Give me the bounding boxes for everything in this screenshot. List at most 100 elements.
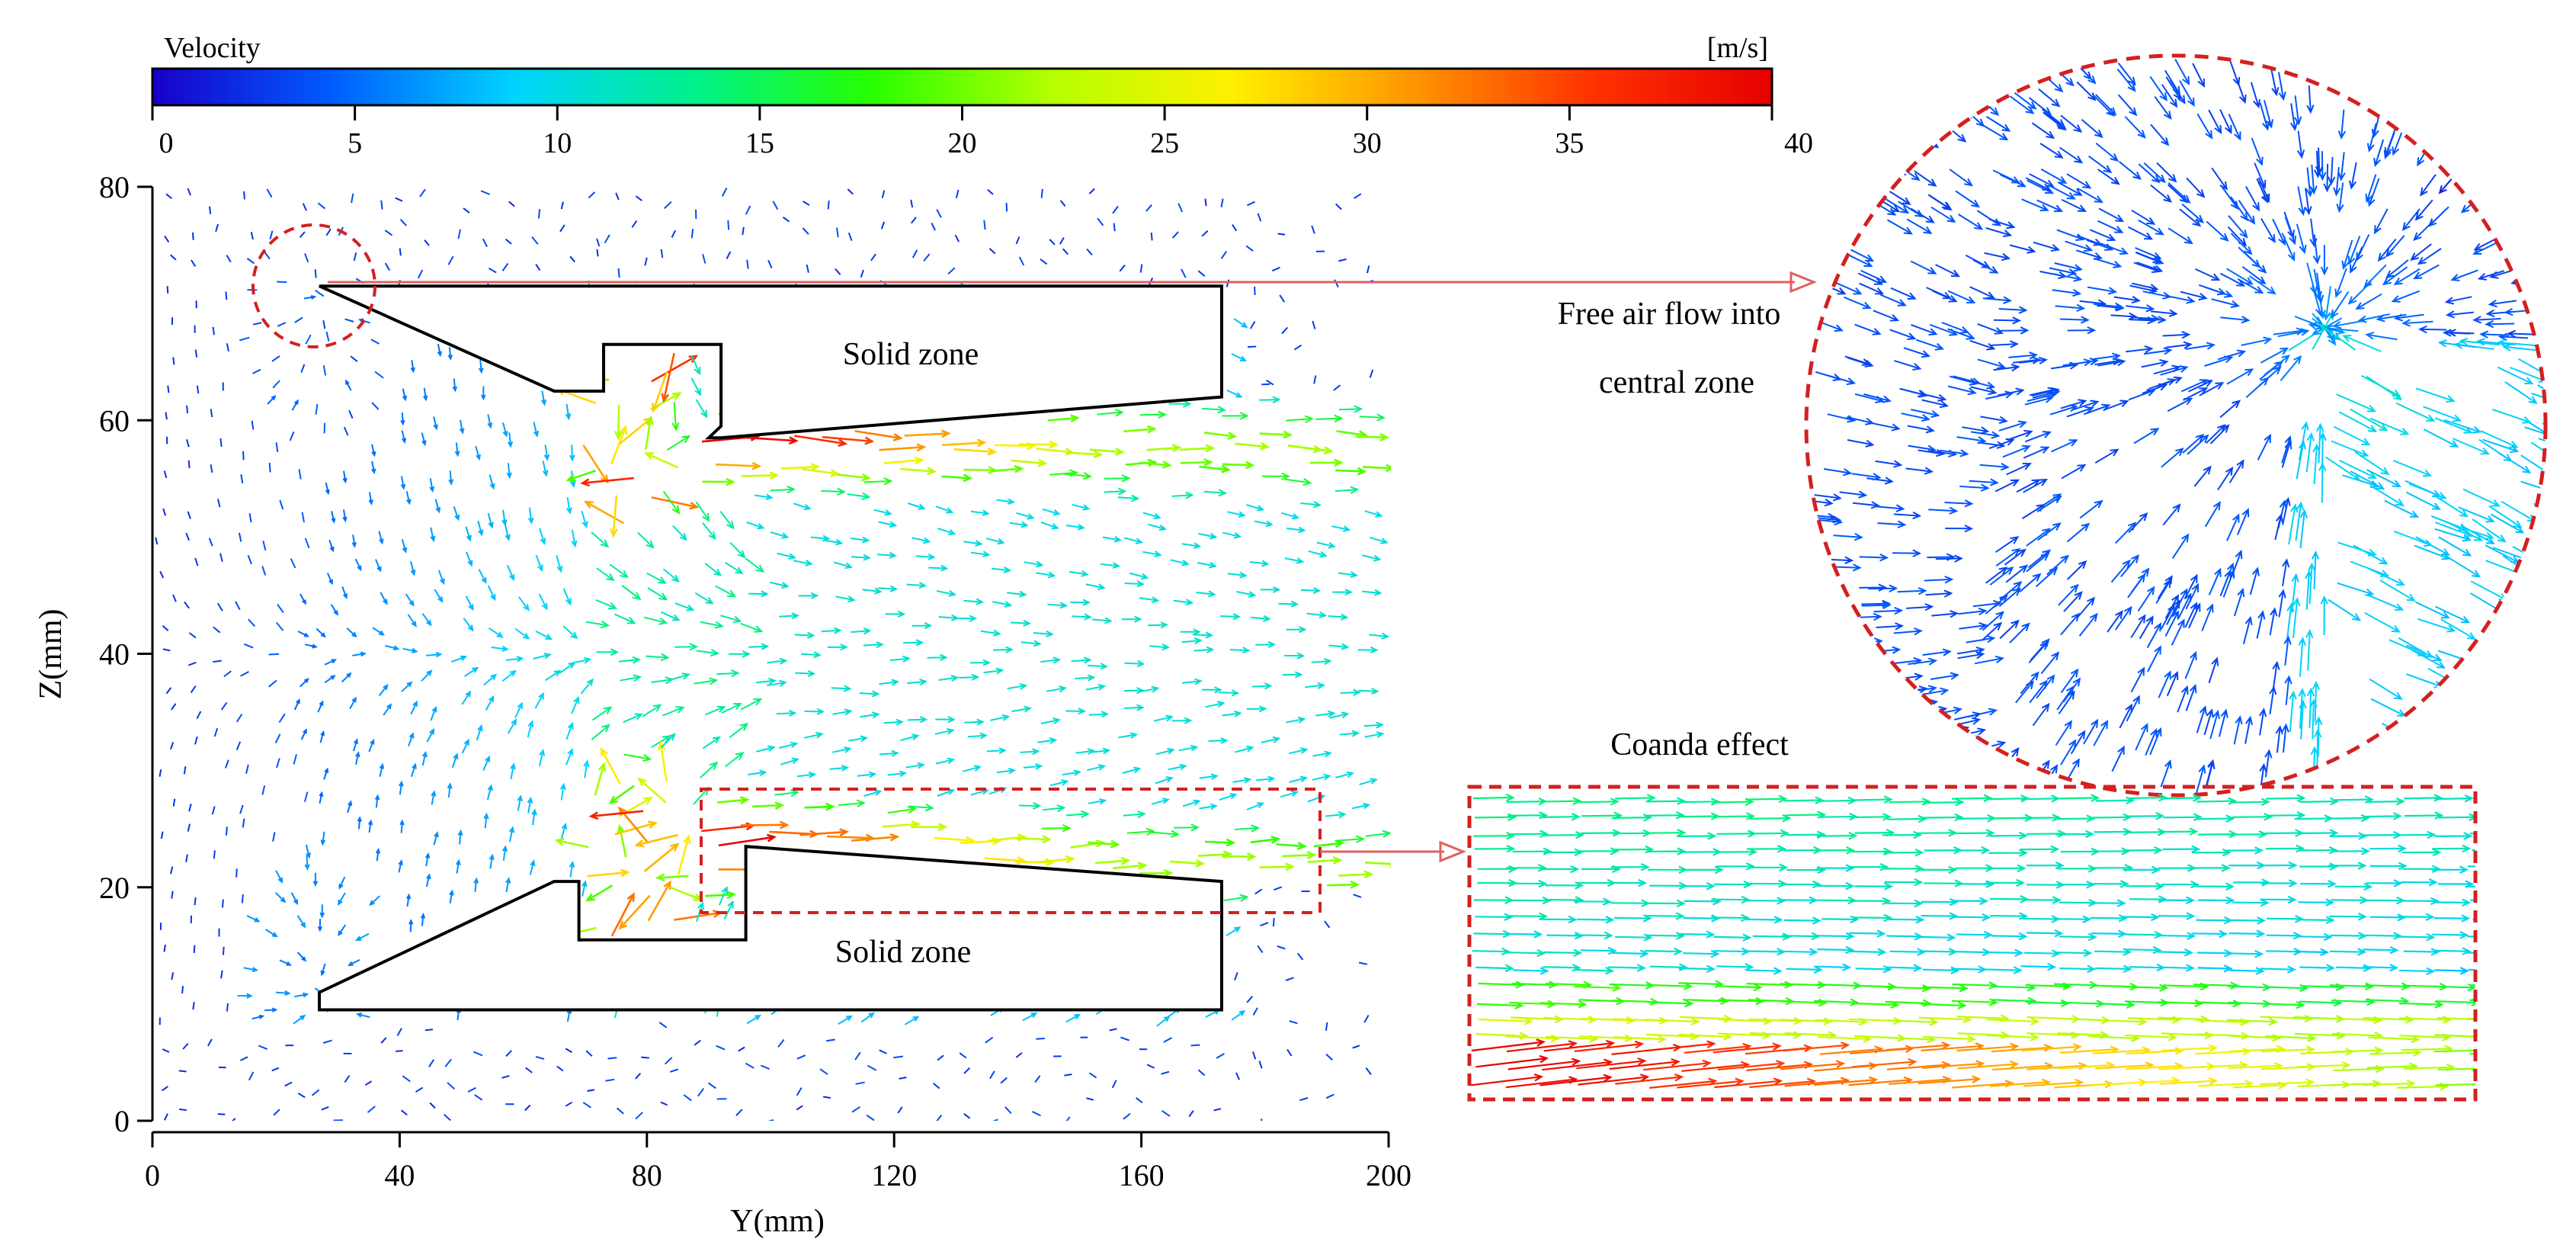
velocity-vector (1988, 65, 2009, 82)
velocity-vector-head (2540, 778, 2546, 787)
velocity-vector (1956, 436, 1985, 442)
velocity-vector-head (1706, 882, 1716, 891)
velocity-vector-head (713, 569, 722, 576)
velocity-vector-head (400, 419, 405, 426)
velocity-vector-head (2409, 510, 2420, 518)
velocity-vector (2180, 290, 2206, 300)
velocity-vector-head (1824, 499, 1834, 507)
velocity-vector (1088, 188, 1095, 194)
velocity-vector (879, 752, 898, 756)
velocity-vector (660, 1101, 668, 1106)
velocity-vector (1991, 935, 2027, 938)
velocity-vector (2366, 801, 2404, 803)
velocity-vector (2027, 179, 2053, 194)
velocity-vector-head (1233, 532, 1242, 539)
velocity-vector-head (2091, 794, 2100, 802)
velocity-vector (1985, 227, 2011, 236)
velocity-vector (661, 611, 679, 621)
velocity-vector-head (2118, 914, 2128, 923)
velocity-vector (487, 512, 493, 528)
velocity-vector-head (2211, 656, 2219, 666)
velocity-vector (2060, 400, 2086, 409)
velocity-vector-head (1214, 686, 1222, 694)
velocity-vector-head (1082, 471, 1093, 480)
velocity-vector (1951, 797, 1991, 800)
velocity-vector (247, 554, 252, 565)
velocity-vector (2321, 464, 2324, 503)
velocity-vector-head (1879, 554, 1889, 562)
velocity-vector-head (1165, 714, 1174, 722)
velocity-vector (1749, 1080, 1815, 1089)
velocity-vector (1234, 826, 1259, 830)
velocity-vector-head (871, 690, 880, 698)
velocity-vector-head (2128, 312, 2138, 321)
velocity-vector (1810, 667, 1837, 671)
velocity-vector-head (1338, 811, 1347, 819)
velocity-vector (1033, 632, 1053, 635)
velocity-vector-head (2357, 315, 2367, 323)
velocity-vector-head (2565, 617, 2572, 623)
velocity-vector (847, 493, 870, 498)
velocity-vector-head (2158, 316, 2167, 324)
velocity-vector-head (331, 659, 338, 664)
velocity-vector-head (1671, 1058, 1680, 1067)
velocity-vector-head (2132, 695, 2140, 704)
velocity-vector (1847, 247, 1873, 262)
velocity-vector-head (2010, 536, 2020, 544)
velocity-vector (987, 188, 994, 195)
velocity-vector-head (2154, 846, 2164, 855)
velocity-vector-head (2320, 948, 2330, 957)
velocity-vector (2260, 1081, 2313, 1086)
velocity-vector (1507, 833, 1547, 836)
velocity-vector (1716, 965, 1752, 968)
velocity-vector (2272, 662, 2278, 688)
velocity-vector-head (2507, 329, 2517, 338)
velocity-vector-head (2312, 680, 2320, 690)
velocity-vector (1334, 279, 1339, 288)
velocity-vector (738, 1046, 745, 1052)
velocity-vector (421, 432, 426, 445)
velocity-vector (487, 414, 492, 428)
velocity-vector (430, 707, 437, 721)
velocity-vector-head (1193, 542, 1202, 550)
velocity-vector-head (1833, 133, 1843, 142)
velocity-vector-head (1983, 794, 1993, 803)
velocity-vector-head (1575, 830, 1585, 839)
velocity-vector-head (1914, 899, 1924, 908)
velocity-vector (880, 221, 886, 229)
velocity-vector (538, 593, 548, 609)
velocity-vector (1918, 1016, 1971, 1021)
velocity-vector-head (2392, 389, 2401, 397)
velocity-vector-head (788, 553, 796, 560)
velocity-vector-head (1831, 152, 1841, 161)
velocity-vector-head (258, 1014, 265, 1019)
velocity-vector-head (559, 782, 566, 791)
velocity-vector-head (2459, 337, 2469, 346)
velocity-vector-head (1341, 643, 1350, 650)
velocity-vector-head (1248, 591, 1257, 598)
velocity-vector (2423, 406, 2461, 422)
velocity-vector (986, 749, 1005, 753)
velocity-vector (1851, 473, 1880, 479)
velocity-vector-head (2441, 552, 2451, 560)
velocity-vector-head (2296, 1000, 2305, 1009)
velocity-vector (1203, 490, 1226, 494)
velocity-vector-head (2315, 307, 2323, 317)
velocity-vector (379, 764, 383, 777)
velocity-vector-head (1886, 147, 1895, 156)
velocity-vector (2079, 300, 2106, 305)
velocity-vector (535, 554, 543, 571)
velocity-vector-head (569, 480, 576, 488)
velocity-vector (1252, 1007, 1258, 1016)
velocity-vector (2434, 417, 2472, 434)
velocity-vector (1718, 999, 1764, 1003)
velocity-vector (716, 1045, 726, 1051)
velocity-vector-head (1720, 996, 1730, 1006)
velocity-vector (2232, 1084, 2286, 1089)
velocity-vector-head (2154, 622, 2162, 632)
velocity-vector (544, 444, 549, 460)
velocity-vector-head (2357, 862, 2367, 870)
velocity-vector-head (700, 409, 708, 419)
velocity-vector (1827, 711, 1854, 717)
velocity-vector-head (1267, 640, 1277, 648)
